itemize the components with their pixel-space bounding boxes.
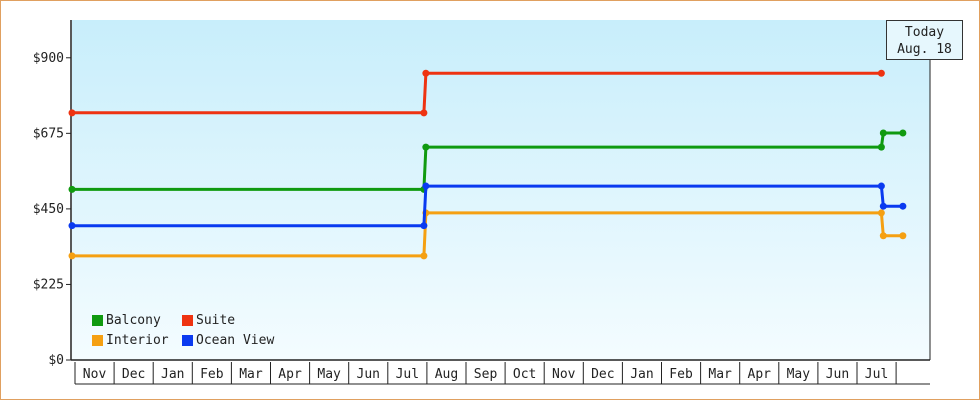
data-point-ocean-view[interactable] — [899, 202, 907, 210]
today-date: Aug. 18 — [897, 42, 952, 57]
legend-item-ocean-view: Ocean View — [182, 332, 292, 348]
x-tick-label: Jun — [826, 367, 849, 382]
data-point-suite[interactable] — [422, 69, 430, 77]
legend-swatch-ocean-view — [182, 334, 193, 346]
data-point-suite[interactable] — [420, 109, 428, 117]
x-tick-label: May — [787, 367, 811, 382]
y-tick-label: $900 — [33, 51, 64, 66]
data-point-ocean-view[interactable] — [420, 222, 428, 230]
legend-swatch-interior — [92, 334, 103, 346]
legend-item-balcony: Balcony — [92, 312, 182, 328]
x-tick-label: Oct — [513, 367, 536, 382]
x-tick-label: Jan — [161, 367, 184, 382]
legend-item-suite: Suite — [182, 312, 292, 328]
x-tick-label: Mar — [708, 367, 732, 382]
x-tick-label: Sep — [474, 367, 498, 382]
data-point-balcony[interactable] — [68, 185, 76, 193]
legend-item-interior: Interior — [92, 332, 182, 348]
data-point-balcony[interactable] — [422, 143, 430, 151]
y-tick-label: $0 — [48, 353, 64, 368]
x-tick-label: Dec — [122, 367, 145, 382]
legend-label-interior: Interior — [106, 332, 169, 348]
data-point-interior[interactable] — [899, 232, 907, 240]
x-tick-label: Mar — [239, 367, 263, 382]
x-tick-label: Apr — [748, 367, 772, 382]
data-point-ocean-view[interactable] — [68, 222, 76, 230]
x-tick-label: Jun — [357, 367, 380, 382]
data-point-ocean-view[interactable] — [879, 202, 887, 210]
x-tick-label: Nov — [552, 367, 576, 382]
data-point-balcony[interactable] — [879, 129, 887, 137]
x-tick-label: Jul — [865, 367, 888, 382]
x-tick-label: Nov — [83, 367, 107, 382]
data-point-suite[interactable] — [68, 109, 76, 117]
x-tick-label: Aug — [435, 367, 458, 382]
legend-label-suite: Suite — [196, 312, 236, 328]
legend-swatch-balcony — [92, 314, 103, 326]
data-point-ocean-view[interactable] — [877, 182, 885, 190]
today-label: Today — [904, 25, 945, 40]
legend-swatch-suite — [182, 314, 193, 326]
series-line-suite — [72, 71, 882, 115]
x-tick-label: Feb — [200, 367, 224, 382]
x-tick-label: Jan — [630, 367, 653, 382]
legend-label-ocean-view: Ocean View — [196, 332, 275, 348]
data-point-ocean-view[interactable] — [422, 182, 430, 190]
y-tick-label: $450 — [33, 202, 64, 217]
data-point-balcony[interactable] — [899, 129, 907, 137]
y-tick-label: $675 — [33, 126, 64, 141]
data-point-interior[interactable] — [68, 252, 76, 260]
x-tick-label: Dec — [591, 367, 614, 382]
legend: Balcony Suite Interior Ocean View — [92, 312, 302, 348]
data-point-interior[interactable] — [879, 232, 887, 240]
x-tick-label: Feb — [669, 367, 693, 382]
legend-label-balcony: Balcony — [106, 312, 161, 328]
x-tick-label: Jul — [396, 367, 419, 382]
data-point-interior[interactable] — [877, 209, 885, 217]
y-tick-label: $225 — [33, 277, 64, 292]
today-annotation: Today Aug. 18 — [886, 20, 963, 60]
data-point-interior[interactable] — [420, 252, 428, 260]
data-point-balcony[interactable] — [877, 143, 885, 151]
x-tick-label: Apr — [278, 367, 302, 382]
x-tick-label: May — [317, 367, 341, 382]
data-point-suite[interactable] — [877, 69, 885, 77]
